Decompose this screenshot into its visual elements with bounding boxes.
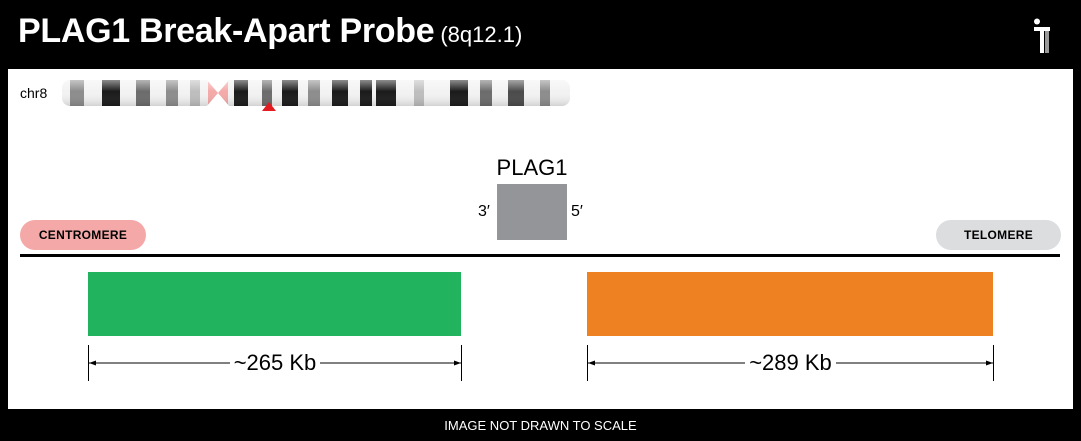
green-probe-dimension: ~265 Kb bbox=[88, 345, 462, 381]
diagram-panel: chr8 bbox=[8, 69, 1073, 409]
gene-label: PLAG1 bbox=[496, 155, 568, 180]
scale-note: IMAGE NOT DRAWN TO SCALE bbox=[444, 418, 637, 433]
title-main: PLAG1 Break-Apart Probe bbox=[18, 12, 435, 50]
orange-probe-dimension: ~289 Kb bbox=[587, 345, 994, 381]
title-locus: (8q12.1) bbox=[440, 22, 523, 47]
telomere-badge: TELOMERE bbox=[936, 220, 1061, 250]
chromosome-axis-line bbox=[20, 254, 1060, 257]
chromosome-ideogram bbox=[62, 79, 570, 107]
three-prime-label: 3′ bbox=[478, 203, 490, 220]
centromere-badge: CENTROMERE bbox=[20, 220, 146, 250]
green-probe-size-label: ~265 Kb bbox=[229, 350, 321, 375]
green-probe-bar bbox=[88, 272, 461, 336]
brand-logo-icon bbox=[1034, 18, 1050, 53]
orange-probe-size-label: ~289 Kb bbox=[745, 350, 836, 375]
header: PLAG1 Break-Apart Probe (8q12.1) bbox=[0, 0, 1081, 68]
gene-box bbox=[497, 184, 567, 240]
probe-location-marker-icon bbox=[262, 102, 276, 111]
orange-probe-bar bbox=[587, 272, 993, 336]
chromosome-label: chr8 bbox=[20, 85, 48, 101]
five-prime-label: 5′ bbox=[571, 203, 583, 220]
page-title: PLAG1 Break-Apart Probe (8q12.1) bbox=[18, 12, 522, 51]
